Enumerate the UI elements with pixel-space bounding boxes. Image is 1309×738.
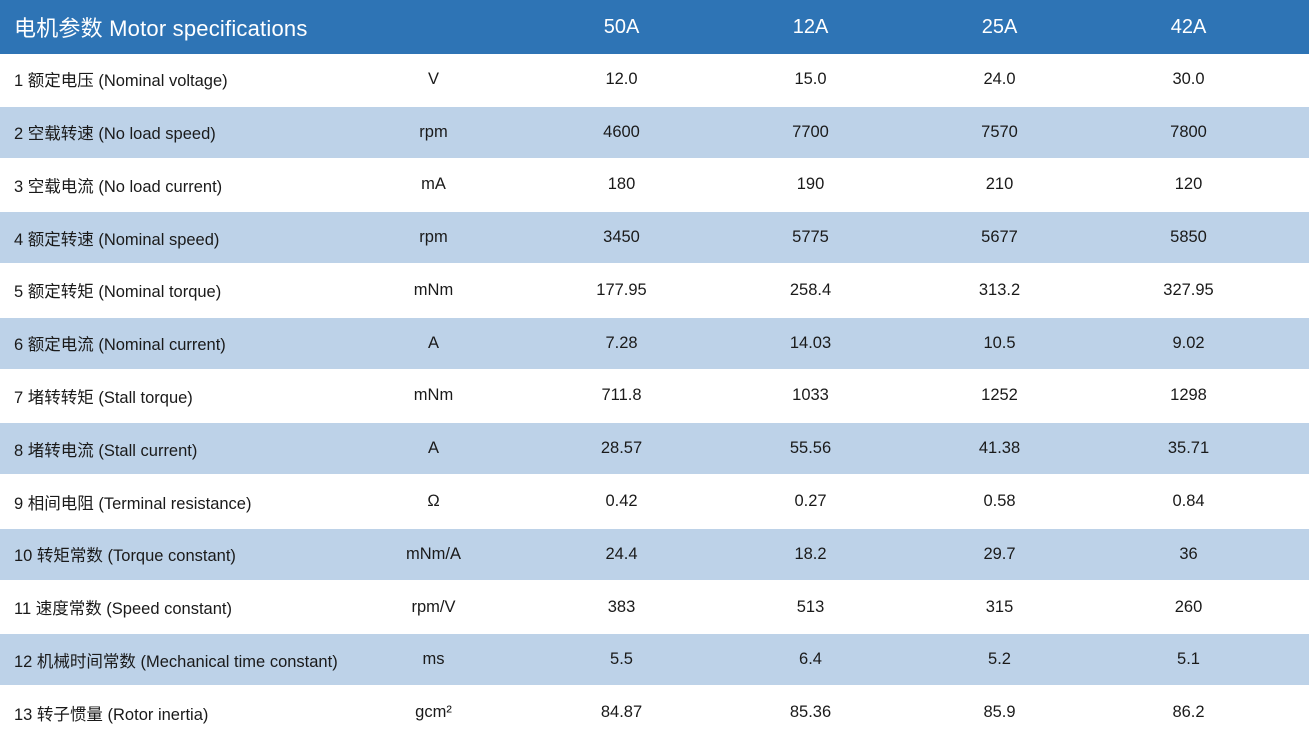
value-cell: 7570: [981, 122, 1018, 141]
unit-cell: mNm: [413, 386, 454, 405]
value-cell: 18.2: [794, 544, 827, 563]
value-cell: 177.95: [596, 280, 647, 299]
unit-cell: mNm/A: [406, 544, 461, 563]
column-header-50a: 50A: [603, 15, 640, 38]
value-cell: 260: [1174, 597, 1203, 616]
value-cell: 5.5: [610, 650, 633, 669]
value-cell: 24.4: [605, 544, 638, 563]
value-cell: 14.03: [789, 333, 832, 352]
value-cell: 190: [796, 175, 825, 194]
value-cell: 327.95: [1163, 280, 1214, 299]
value-cell: 0.84: [1172, 492, 1205, 510]
param-label: 4 额定转速 (Nominal speed): [14, 230, 220, 249]
unit-cell: rpm: [419, 228, 448, 247]
value-cell: 84.87: [600, 703, 643, 722]
unit-cell: Ω: [427, 492, 440, 510]
unit-cell: ms: [422, 650, 445, 669]
param-label: 5 额定转矩 (Nominal torque): [14, 283, 222, 302]
table-row: 5 额定转矩 (Nominal torque) mNm 177.95 258.4 313…: [0, 265, 1309, 316]
table-row: 3 空载电流 (No load current) mA 180 190 210 120: [0, 159, 1309, 211]
value-cell: 85.9: [983, 703, 1016, 722]
value-cell: 7800: [1170, 122, 1207, 141]
value-cell: 258.4: [789, 280, 832, 299]
value-cell: 15.0: [794, 69, 827, 88]
value-cell: 313.2: [978, 280, 1021, 299]
value-cell: 5.2: [988, 650, 1011, 669]
table-row: 6 额定电流 (Nominal current) A 7.28 14.03 10.5 9.…: [0, 315, 1309, 371]
param-label: 10 转矩常数 (Torque constant): [14, 547, 236, 566]
value-cell: 36: [1179, 544, 1198, 563]
value-cell: 29.7: [983, 544, 1016, 563]
value-cell: 24.0: [983, 69, 1016, 88]
value-cell: 315: [985, 597, 1014, 616]
param-label: 2 空载转速 (No load speed): [14, 125, 216, 144]
param-label: 9 相间电阻 (Terminal resistance): [14, 494, 252, 513]
value-cell: 210: [985, 175, 1014, 194]
table-row: 9 相间电阻 (Terminal resistance) Ω 0.42 0.27 0.5…: [0, 476, 1309, 527]
unit-cell: A: [427, 333, 439, 352]
value-cell: 120: [1174, 175, 1203, 194]
value-cell: 85.36: [789, 703, 832, 722]
param-label: 8 堵转电流 (Stall current): [14, 441, 198, 460]
value-cell: 41.38: [978, 439, 1021, 458]
value-cell: 7700: [792, 122, 829, 141]
value-cell: 5677: [981, 228, 1018, 247]
value-cell: 180: [607, 175, 636, 194]
value-cell: 10.5: [983, 333, 1016, 352]
param-label: 12 机械时间常数 (Mechanical time constant): [14, 652, 338, 671]
table-title: 电机参数 Motor specifications: [14, 16, 308, 41]
value-cell: 5.1: [1177, 650, 1200, 669]
param-label: 6 额定电流 (Nominal current): [14, 336, 226, 355]
value-cell: 1252: [981, 386, 1018, 405]
table-row: 4 额定转速 (Nominal speed) rpm 3450 5775 5677 585…: [0, 210, 1309, 266]
value-cell: 28.57: [600, 439, 643, 458]
table-row: 8 堵转电流 (Stall current) A 28.57 55.56 41.38 35…: [0, 421, 1309, 477]
column-header-12a: 12A: [792, 15, 829, 38]
table-row: 12 机械时间常数 (Mechanical time constant) ms 5.…: [0, 632, 1309, 688]
unit-cell: gcm²: [415, 703, 452, 722]
table-row: 1 额定电压 (Nominal voltage) V 12.0 15.0 24.0 30.…: [0, 54, 1309, 105]
table-row: 13 转子惯量 (Rotor inertia) gcm² 84.87 85.36 85.…: [0, 687, 1309, 738]
value-cell: 0.27: [794, 492, 827, 510]
value-cell: 35.71: [1167, 439, 1210, 458]
value-cell: 7.28: [605, 333, 638, 352]
unit-cell: rpm/V: [411, 597, 456, 616]
table-row: 7 堵转转矩 (Stall torque) mNm 711.8 1033 1252 129…: [0, 370, 1309, 422]
value-cell: 6.4: [799, 650, 822, 669]
param-label: 1 额定电压 (Nominal voltage): [14, 72, 228, 91]
value-cell: 12.0: [605, 69, 638, 88]
value-cell: 55.56: [789, 439, 832, 458]
value-cell: 0.42: [605, 492, 638, 510]
value-cell: 9.02: [1172, 333, 1205, 352]
value-cell: 711.8: [601, 386, 642, 405]
unit-cell: A: [427, 439, 439, 458]
param-label: 13 转子惯量 (Rotor inertia): [14, 705, 209, 724]
table-header-row: 电机参数 Motor specifications 50A 12A 25A 42A: [0, 0, 1309, 54]
table-row: 2 空载转速 (No load speed) rpm 4600 7700 7570 780…: [0, 104, 1309, 160]
unit-cell: V: [427, 69, 439, 88]
value-cell: 5850: [1170, 228, 1207, 247]
value-cell: 4600: [603, 122, 640, 141]
unit-cell: mNm: [413, 280, 454, 299]
value-cell: 3450: [603, 228, 640, 247]
value-cell: 1033: [792, 386, 829, 405]
table-row: 11 速度常数 (Speed constant) rpm/V 383 513 315 26…: [0, 581, 1309, 633]
value-cell: 1298: [1170, 386, 1207, 405]
value-cell: 5775: [792, 228, 829, 247]
unit-cell: mA: [421, 175, 446, 194]
column-header-42a: 42A: [1170, 15, 1207, 38]
value-cell: 0.58: [983, 492, 1016, 510]
value-cell: 513: [796, 597, 825, 616]
param-label: 3 空载电流 (No load current): [14, 177, 223, 196]
table-row: 10 转矩常数 (Torque constant) mNm/A 24.4 18.2 29…: [0, 526, 1309, 582]
param-label: 11 速度常数 (Speed constant): [14, 600, 232, 619]
value-cell: 383: [607, 597, 636, 616]
value-cell: 86.2: [1172, 703, 1205, 722]
value-cell: 30.0: [1172, 69, 1205, 88]
param-label: 7 堵转转矩 (Stall torque): [14, 388, 193, 407]
unit-cell: rpm: [419, 122, 448, 141]
column-header-25a: 25A: [981, 15, 1018, 38]
